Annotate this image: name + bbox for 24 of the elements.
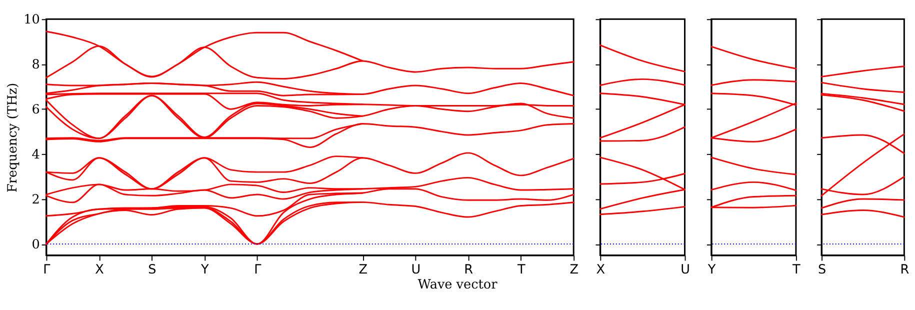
x-tick-label: Y [200,262,210,278]
x-tick-label: Z [358,262,368,278]
y-tick-label: 6 [32,102,40,118]
x-tick-label: R [464,262,474,278]
y-tick-label: 8 [32,58,40,73]
x-tick-label: Z [570,262,579,278]
x-tick-label: S [818,262,826,278]
x-tick-label: R [900,262,910,278]
x-tick-label: Γ [43,262,52,278]
x-tick-label: Y [706,262,716,278]
y-tick-label: 2 [32,192,40,208]
y-tick-label: 0 [32,237,40,252]
x-tick-label: X [95,262,104,278]
x-tick-label: T [516,262,526,278]
x-tick-label: X [596,262,606,278]
x-axis-title: Wave vector [418,277,498,292]
y-tick-label: 4 [32,147,40,162]
x-tick-label: Γ [254,262,262,278]
x-tick-label: U [680,262,690,278]
y-tick-label: 10 [24,12,40,28]
y-axis-title: Frequency (THz) [6,82,21,192]
x-tick-label: U [411,262,421,278]
x-tick-label: S [148,262,156,278]
x-tick-label: T [792,262,801,278]
